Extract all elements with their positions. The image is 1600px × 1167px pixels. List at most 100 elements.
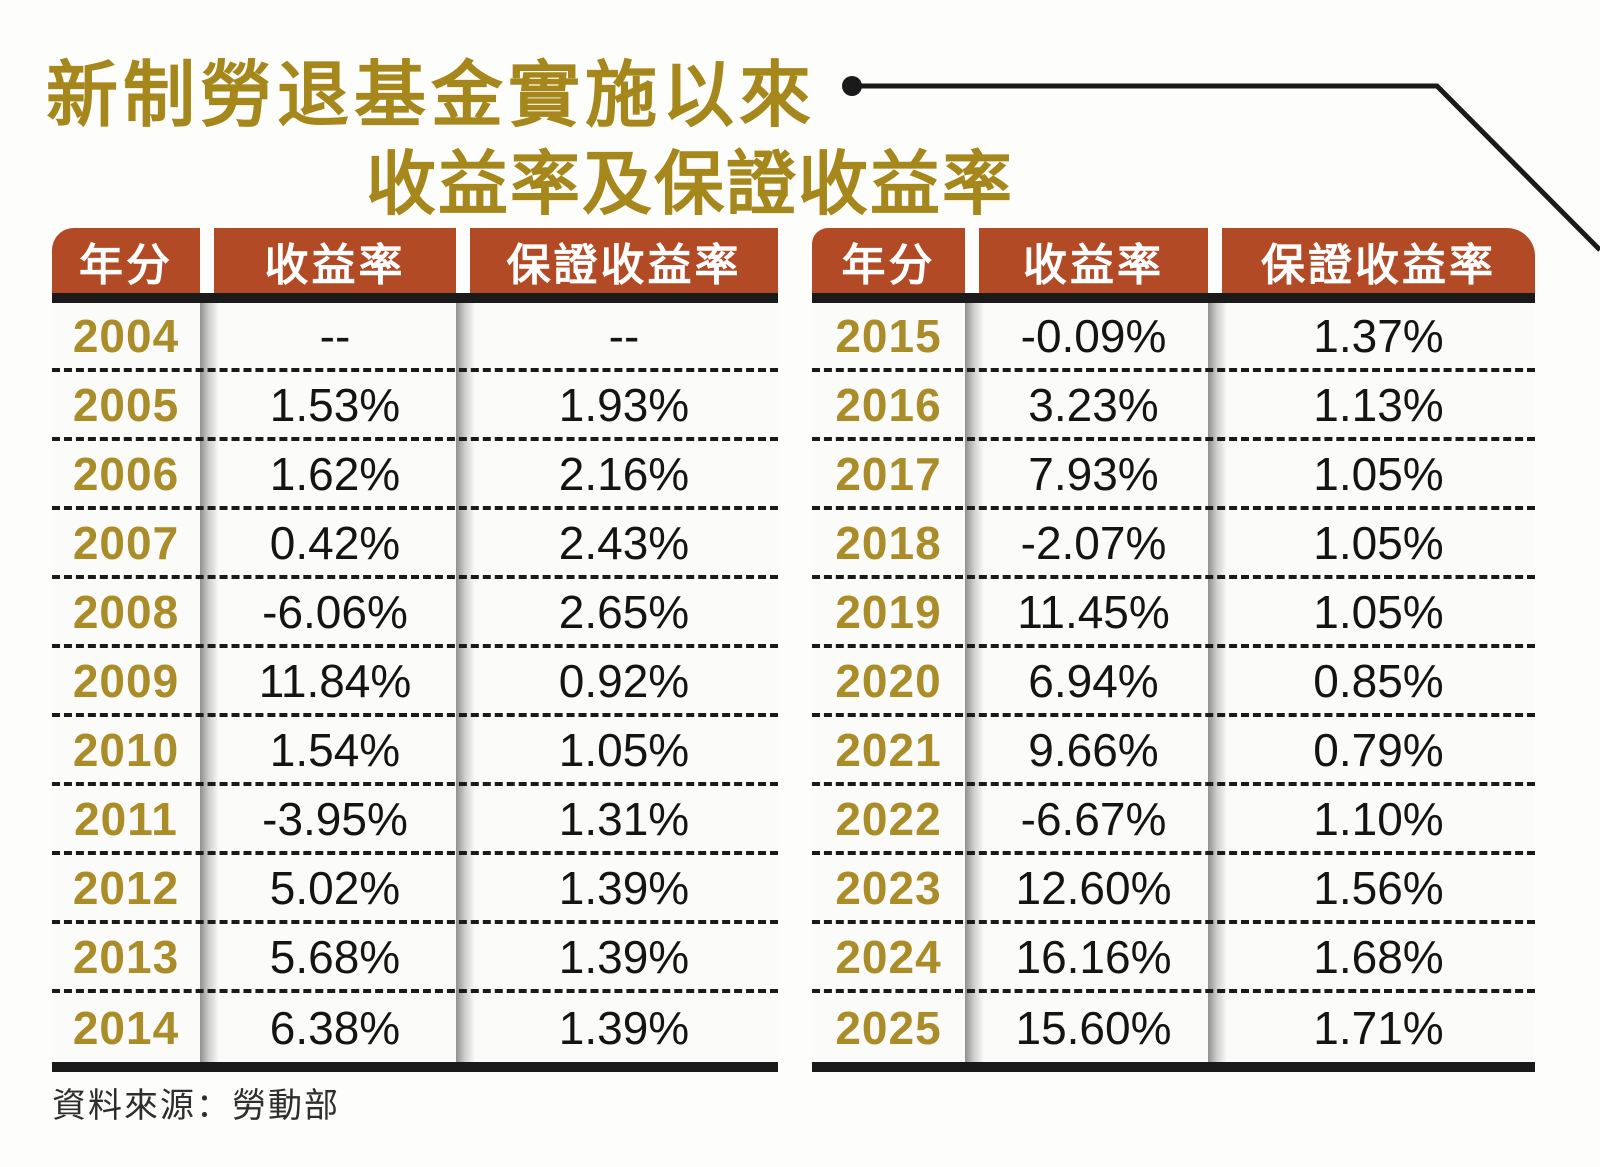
- page-title-line2: 收益率及保證收益率: [366, 145, 1014, 223]
- return-rate-cell: 6.94%: [1028, 654, 1159, 707]
- source-note: 資料來源：勞動部: [52, 1087, 340, 1125]
- guaranteed-rate-cell: 1.31%: [558, 792, 690, 845]
- table-row: 2011 -3.95% 1.31%: [52, 786, 778, 855]
- year-cell: 2022: [835, 792, 942, 845]
- year-cell: 2023: [835, 861, 942, 914]
- return-rate-cell: 11.84%: [258, 654, 412, 707]
- guaranteed-rate-cell: --: [608, 309, 640, 362]
- year-cell: 2006: [72, 447, 180, 500]
- returns-table-2004-2014: 年分 收益率 保證收益率 2004 -- -- 2005 1.53% 1.93% 2006 1…: [52, 228, 778, 1072]
- table-row: 2015 -0.09% 1.37%: [812, 303, 1535, 372]
- return-rate-cell: -6.67%: [1020, 792, 1167, 845]
- year-cell: 2020: [835, 654, 942, 707]
- year-cell: 2021: [835, 723, 942, 776]
- return-rate-cell: 1.62%: [269, 447, 401, 500]
- table-bottom-line: [812, 1062, 1535, 1072]
- year-cell: 2004: [72, 309, 180, 362]
- table-row: 2004 -- --: [52, 303, 778, 372]
- page-title-line1: 新制勞退基金實施以來: [46, 56, 817, 136]
- return-rate-cell: 6.38%: [269, 1001, 401, 1054]
- guaranteed-rate-cell: 0.85%: [1313, 654, 1444, 707]
- guaranteed-rate-cell: 1.39%: [558, 930, 690, 983]
- table-row: 2017 7.93% 1.05%: [812, 441, 1535, 510]
- year-cell: 2005: [72, 378, 180, 431]
- return-rate-cell: 7.93%: [1028, 447, 1159, 500]
- header-year: 年分: [812, 228, 965, 293]
- table-body: 2015 -0.09% 1.37% 2016 3.23% 1.13% 2017 7.93% 1.…: [812, 303, 1535, 1062]
- guaranteed-rate-cell: 1.05%: [1313, 516, 1444, 569]
- guaranteed-rate-cell: 0.79%: [1313, 723, 1444, 776]
- header-guaranteed-rate: 保證收益率: [470, 228, 778, 293]
- return-rate-cell: 11.45%: [1017, 585, 1170, 638]
- return-rate-cell: 1.54%: [269, 723, 401, 776]
- year-cell: 2011: [74, 792, 178, 845]
- table-row: 2021 9.66% 0.79%: [812, 717, 1535, 786]
- guaranteed-rate-cell: 1.39%: [558, 861, 690, 914]
- return-rate-cell: 5.02%: [269, 861, 401, 914]
- year-cell: 2013: [72, 930, 180, 983]
- return-rate-cell: --: [319, 309, 351, 362]
- guaranteed-rate-cell: 1.56%: [1313, 861, 1444, 914]
- return-rate-cell: 0.42%: [269, 516, 401, 569]
- header-underline: [812, 293, 1535, 303]
- table-row: 2005 1.53% 1.93%: [52, 372, 778, 441]
- table-row: 2016 3.23% 1.13%: [812, 372, 1535, 441]
- year-cell: 2007: [72, 516, 180, 569]
- year-cell: 2012: [72, 861, 180, 914]
- column-divider-bar: [965, 303, 985, 1062]
- table-header: 年分 收益率 保證收益率: [52, 228, 778, 293]
- year-cell: 2025: [835, 1001, 942, 1054]
- guaranteed-rate-cell: 1.68%: [1313, 930, 1444, 983]
- header-year: 年分: [52, 228, 200, 293]
- guaranteed-rate-cell: 1.05%: [1313, 447, 1444, 500]
- return-rate-cell: -6.06%: [262, 585, 408, 638]
- table-row: 2008 -6.06% 2.65%: [52, 579, 778, 648]
- return-rate-cell: 16.16%: [1015, 930, 1172, 983]
- guaranteed-rate-cell: 1.39%: [558, 1001, 690, 1054]
- year-cell: 2024: [835, 930, 942, 983]
- return-rate-cell: 12.60%: [1015, 861, 1172, 914]
- guaranteed-rate-cell: 1.10%: [1313, 792, 1444, 845]
- return-rate-cell: -0.09%: [1020, 309, 1167, 362]
- table-row: 2012 5.02% 1.39%: [52, 855, 778, 924]
- header-return-rate: 收益率: [214, 228, 456, 293]
- guaranteed-rate-cell: 0.92%: [558, 654, 690, 707]
- guaranteed-rate-cell: 1.93%: [558, 378, 690, 431]
- return-rate-cell: 5.68%: [269, 930, 401, 983]
- returns-table-2015-2025: 年分 收益率 保證收益率 2015 -0.09% 1.37% 2016 3.23% 1.1…: [812, 228, 1535, 1072]
- guaranteed-rate-cell: 1.13%: [1313, 378, 1444, 431]
- table-row: 2006 1.62% 2.16%: [52, 441, 778, 510]
- return-rate-cell: 9.66%: [1028, 723, 1159, 776]
- year-cell: 2019: [835, 585, 942, 638]
- guaranteed-rate-cell: 1.71%: [1313, 1001, 1444, 1054]
- return-rate-cell: 1.53%: [269, 378, 401, 431]
- year-cell: 2008: [72, 585, 180, 638]
- guaranteed-rate-cell: 2.16%: [558, 447, 690, 500]
- guaranteed-rate-cell: 1.05%: [558, 723, 690, 776]
- year-cell: 2016: [835, 378, 942, 431]
- year-cell: 2018: [835, 516, 942, 569]
- table-row: 2020 6.94% 0.85%: [812, 648, 1535, 717]
- return-rate-cell: -3.95%: [262, 792, 408, 845]
- year-cell: 2015: [835, 309, 942, 362]
- table-row: 2022 -6.67% 1.10%: [812, 786, 1535, 855]
- table-row: 2024 16.16% 1.68%: [812, 924, 1535, 993]
- table-row: 2019 11.45% 1.05%: [812, 579, 1535, 648]
- table-header: 年分 收益率 保證收益率: [812, 228, 1535, 293]
- guaranteed-rate-cell: 1.05%: [1313, 585, 1444, 638]
- guaranteed-rate-cell: 2.65%: [558, 585, 690, 638]
- year-cell: 2017: [835, 447, 942, 500]
- return-rate-cell: -2.07%: [1020, 516, 1167, 569]
- guaranteed-rate-cell: 1.37%: [1313, 309, 1444, 362]
- header-underline: [52, 293, 778, 303]
- column-divider-bar: [200, 303, 220, 1062]
- table-row: 2007 0.42% 2.43%: [52, 510, 778, 579]
- header-return-rate: 收益率: [979, 228, 1208, 293]
- table-row: 2014 6.38% 1.39%: [52, 993, 778, 1062]
- table-row: 2025 15.60% 1.71%: [812, 993, 1535, 1062]
- table-row: 2023 12.60% 1.56%: [812, 855, 1535, 924]
- table-row: 2013 5.68% 1.39%: [52, 924, 778, 993]
- year-cell: 2009: [72, 654, 180, 707]
- table-bottom-line: [52, 1062, 778, 1072]
